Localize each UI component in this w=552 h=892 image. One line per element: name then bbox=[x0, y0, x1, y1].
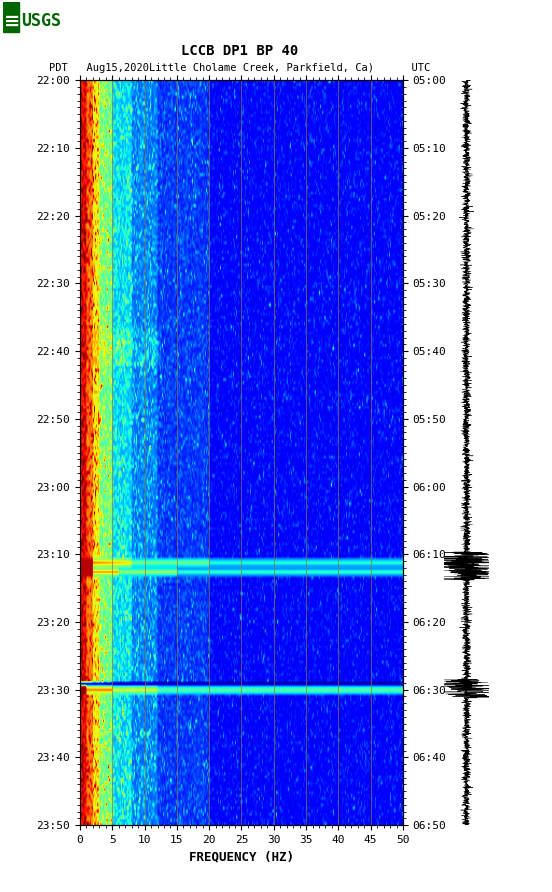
Text: LCCB DP1 BP 40: LCCB DP1 BP 40 bbox=[182, 44, 299, 58]
Bar bbox=[3, 2, 19, 32]
X-axis label: FREQUENCY (HZ): FREQUENCY (HZ) bbox=[189, 850, 294, 863]
Text: ≡: ≡ bbox=[4, 12, 20, 30]
Text: USGS: USGS bbox=[22, 12, 61, 30]
Text: PDT   Aug15,2020Little Cholame Creek, Parkfield, Ca)      UTC: PDT Aug15,2020Little Cholame Creek, Park… bbox=[50, 63, 431, 73]
